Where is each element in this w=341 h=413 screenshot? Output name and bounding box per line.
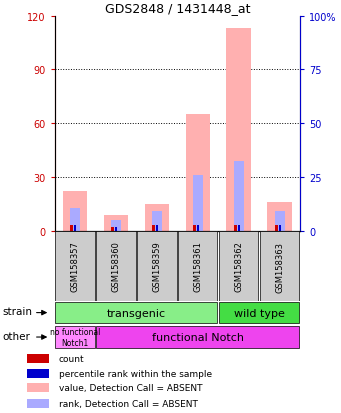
Text: strain: strain [3, 307, 33, 317]
Bar [275, 226, 278, 231]
Bar [279, 226, 281, 231]
Bar [96, 327, 299, 348]
Text: wild type: wild type [234, 308, 285, 318]
Bar [96, 231, 136, 301]
Bar [27, 354, 49, 363]
Bar [234, 226, 237, 231]
Text: GSM158359: GSM158359 [152, 241, 161, 292]
Text: GSM158360: GSM158360 [112, 241, 120, 292]
Bar [193, 176, 203, 231]
Bar [27, 384, 49, 392]
Text: GSM158361: GSM158361 [193, 241, 202, 292]
Bar [145, 204, 169, 231]
Bar [111, 228, 114, 231]
Text: count: count [59, 354, 85, 363]
Bar [70, 208, 80, 231]
Bar [115, 228, 117, 231]
Bar [137, 231, 177, 301]
Bar [152, 226, 155, 231]
Text: percentile rank within the sample: percentile rank within the sample [59, 369, 212, 378]
Bar [219, 303, 299, 323]
Bar [234, 161, 244, 231]
Bar [27, 369, 49, 378]
Text: no functional
Notch1: no functional Notch1 [50, 328, 100, 347]
Bar [74, 226, 76, 231]
Bar [152, 211, 162, 231]
Bar [27, 399, 49, 408]
Text: transgenic: transgenic [107, 308, 166, 318]
Bar [275, 211, 285, 231]
Bar [156, 226, 158, 231]
Text: GSM158357: GSM158357 [71, 241, 79, 292]
Bar [55, 327, 95, 348]
Bar [186, 115, 210, 231]
Bar [197, 226, 199, 231]
Bar [55, 303, 218, 323]
Bar [226, 29, 251, 231]
Text: value, Detection Call = ABSENT: value, Detection Call = ABSENT [59, 384, 203, 392]
Bar [267, 203, 292, 231]
Bar [70, 226, 73, 231]
Text: other: other [3, 331, 31, 341]
Bar [104, 215, 128, 231]
Title: GDS2848 / 1431448_at: GDS2848 / 1431448_at [105, 2, 250, 15]
Text: functional Notch: functional Notch [152, 332, 244, 342]
Text: GSM158362: GSM158362 [234, 241, 243, 292]
Text: rank, Detection Call = ABSENT: rank, Detection Call = ABSENT [59, 399, 198, 408]
Bar [238, 226, 240, 231]
Bar [178, 231, 218, 301]
Text: GSM158363: GSM158363 [275, 241, 284, 292]
Bar [260, 231, 299, 301]
Bar [193, 226, 196, 231]
Bar [55, 231, 95, 301]
Bar [63, 192, 87, 231]
Bar [111, 221, 121, 231]
Bar [219, 231, 258, 301]
